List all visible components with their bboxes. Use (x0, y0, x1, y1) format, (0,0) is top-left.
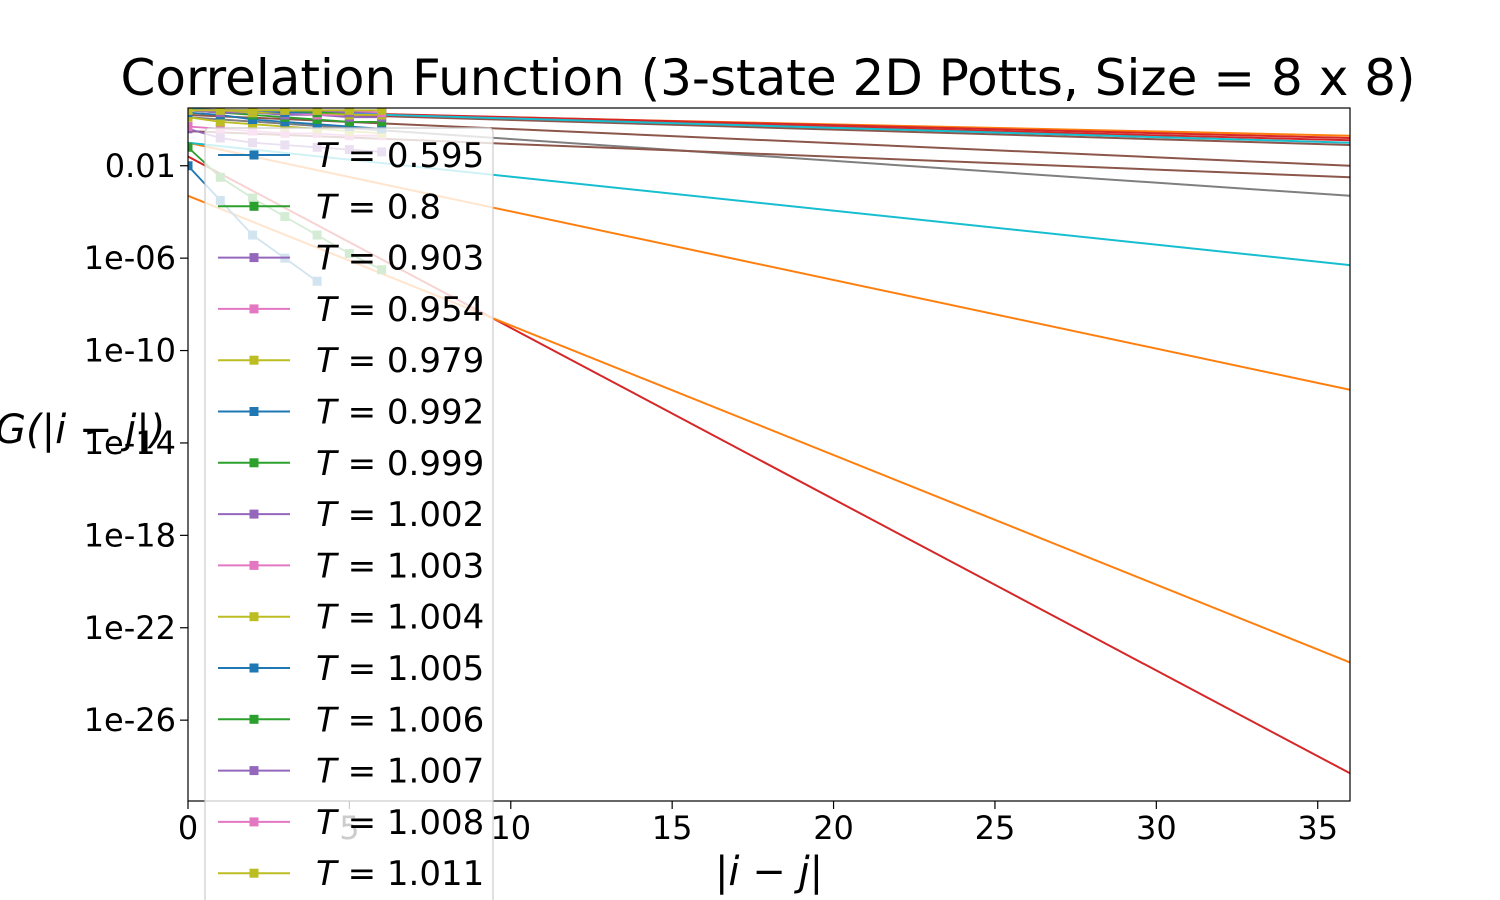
legend-label: T = 1.011 (316, 854, 484, 894)
data-point (344, 108, 354, 115)
legend-entry: T = 1.005 (218, 649, 484, 689)
y-axis-label: G(|i − j|) (0, 407, 165, 453)
data-point (248, 119, 258, 129)
legend-label: T = 1.004 (316, 598, 484, 638)
data-point (377, 108, 387, 115)
legend: T = 0.595 T = 0.8 T = 0.903 T = 0.954 T = 0.… (204, 127, 494, 900)
legend-entry: T = 1.011 (218, 854, 484, 894)
x-axis: 05101520253035 (178, 801, 1338, 847)
legend-entry: T = 0.903 (218, 239, 484, 279)
data-point (215, 117, 225, 127)
legend-marker (249, 714, 259, 724)
legend-label: T = 1.003 (316, 546, 484, 586)
legend-entry: T = 0.595 (218, 136, 484, 176)
legend-marker (249, 560, 259, 570)
data-point (188, 112, 193, 122)
y-tick-label: 1e-14 (84, 424, 176, 462)
legend-label: T = 0.903 (316, 239, 484, 279)
legend-marker (249, 817, 259, 827)
legend-entry: T = 1.004 (218, 598, 484, 638)
y-tick-label: 1e-22 (84, 609, 176, 647)
data-point (188, 142, 193, 152)
legend-marker (249, 612, 259, 622)
x-tick-label: 25 (975, 809, 1016, 847)
y-tick-label: 0.01 (105, 147, 176, 185)
legend-entry: T = 1.007 (218, 752, 484, 792)
data-point (344, 117, 354, 127)
y-tick-label: 1e-06 (84, 239, 176, 277)
data-point (248, 108, 258, 115)
legend-marker (249, 407, 259, 416)
x-tick-label: 20 (813, 809, 854, 847)
legend-label: T = 0.999 (316, 444, 484, 484)
legend-entry: T = 0.999 (218, 444, 484, 484)
legend-marker (249, 766, 259, 776)
legend-label: T = 1.002 (316, 495, 484, 535)
legend-label: T = 1.005 (316, 649, 484, 689)
data-point (188, 121, 193, 131)
legend-entry: T = 0.979 (218, 341, 484, 381)
legend-marker (249, 663, 259, 673)
y-tick-label: 1e-26 (84, 701, 176, 739)
legend-label: T = 0.979 (316, 341, 484, 381)
data-point (280, 121, 290, 131)
data-point (312, 108, 322, 115)
legend-label: T = 0.8 (316, 187, 441, 227)
data-point (188, 108, 193, 115)
legend-entry: T = 1.008 (218, 803, 484, 843)
legend-marker (249, 458, 259, 468)
legend-label: T = 1.006 (316, 700, 484, 740)
x-tick-label: 30 (1136, 809, 1177, 847)
legend-label: T = 1.007 (316, 752, 484, 792)
legend-marker (249, 509, 259, 519)
legend-marker (249, 868, 259, 878)
legend-marker (249, 304, 259, 314)
plot-area-frame (187, 107, 1351, 802)
chart-title: Correlation Function (3-state 2D Potts, … (120, 49, 1415, 107)
legend-entry: T = 1.006 (218, 700, 484, 740)
legend-entry: T = 1.003 (218, 546, 484, 586)
legend-entry: T = 1.002 (218, 495, 484, 535)
legend-entry: T = 0.954 (218, 290, 484, 330)
legend-label: T = 0.992 (316, 393, 484, 433)
legend-marker (249, 201, 259, 211)
legend-marker (249, 253, 259, 263)
legend-label: T = 1.008 (316, 803, 484, 843)
y-axis: 0.01 1e-06 1e-10 1e-14 1e-18 1e-22 1e-26 (84, 147, 188, 739)
data-point (344, 121, 354, 131)
legend-label: T = 0.954 (316, 290, 484, 330)
x-tick-label: 0 (178, 809, 198, 847)
data-point (248, 115, 258, 125)
legend-entry: T = 0.992 (218, 393, 484, 433)
data-point (280, 117, 290, 127)
x-tick-label: 35 (1297, 809, 1338, 847)
legend-marker (249, 150, 259, 160)
x-axis-label: |i − j| (715, 849, 823, 895)
data-series-14 (188, 108, 387, 115)
data-point (280, 108, 290, 115)
legend-label: T = 0.595 (316, 136, 484, 176)
legend-marker (249, 355, 259, 365)
y-tick-label: 1e-18 (84, 516, 176, 554)
legend-frame (204, 127, 494, 900)
x-tick-label: 10 (490, 809, 531, 847)
data-point (188, 161, 193, 171)
data-point (215, 108, 225, 115)
y-tick-label: 1e-10 (84, 332, 176, 370)
x-tick-label: 15 (652, 809, 693, 847)
legend-entry: T = 0.8 (218, 187, 441, 227)
data-point (312, 119, 322, 129)
data-point (312, 115, 322, 125)
data-point (377, 117, 387, 127)
